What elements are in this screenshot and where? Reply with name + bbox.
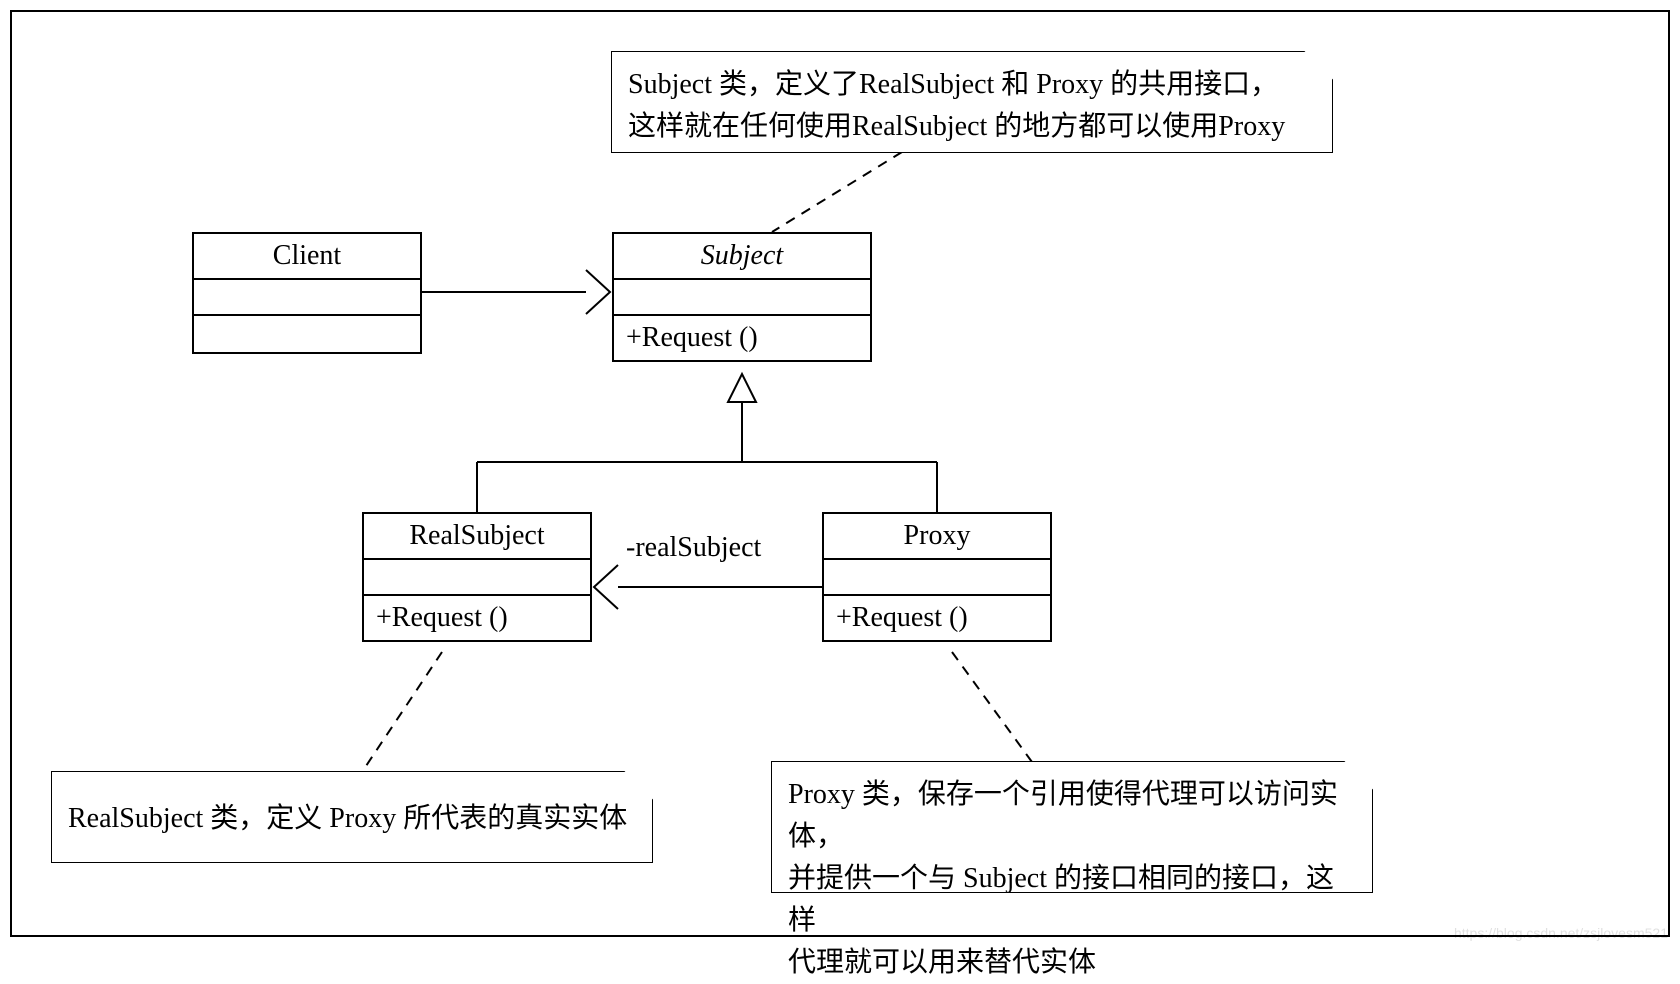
assoc-label-realsubject: -realSubject [622, 532, 765, 564]
note-proxy-line1: Proxy 类，保存一个引用使得代理可以访问实体， [788, 779, 1338, 852]
note-proxy-line2: 并提供一个与 Subject 的接口相同的接口，这样 [788, 863, 1334, 936]
class-proxy-method: +Request () [824, 596, 1050, 640]
class-client-methods [194, 316, 420, 352]
note-realsubject: RealSubject 类，定义 Proxy 所代表的真实实体 [52, 772, 652, 862]
note-subject-line1: Subject 类，定义了RealSubject 和 Proxy 的共用接口， [628, 69, 1278, 100]
class-proxy-attrs [824, 560, 1050, 596]
class-realsubject: RealSubject +Request () [362, 512, 592, 642]
class-subject-method: +Request () [614, 316, 870, 360]
class-subject-name: Subject [614, 234, 870, 280]
note-realsubject-line1: RealSubject 类，定义 Proxy 所代表的真实实体 [68, 803, 627, 834]
watermark: https://blog.csdn.net/zsjlovesm521 [1454, 925, 1668, 941]
class-proxy-name: Proxy [824, 514, 1050, 560]
class-realsubject-name: RealSubject [364, 514, 590, 560]
note-proxy: Proxy 类，保存一个引用使得代理可以访问实体， 并提供一个与 Subject… [772, 762, 1372, 892]
class-realsubject-method: +Request () [364, 596, 590, 640]
note-subject-line2: 这样就在任何使用RealSubject 的地方都可以使用Proxy [628, 111, 1285, 142]
class-client-attrs [194, 280, 420, 316]
class-client-name: Client [194, 234, 420, 280]
note-proxy-line3: 代理就可以用来替代实体 [788, 947, 1096, 978]
class-subject: Subject +Request () [612, 232, 872, 362]
class-client: Client [192, 232, 422, 354]
class-realsubject-attrs [364, 560, 590, 596]
class-subject-attrs [614, 280, 870, 316]
diagram-canvas: Client Subject +Request () RealSubject +… [10, 10, 1670, 937]
note-subject: Subject 类，定义了RealSubject 和 Proxy 的共用接口， … [612, 52, 1332, 152]
class-proxy: Proxy +Request () [822, 512, 1052, 642]
